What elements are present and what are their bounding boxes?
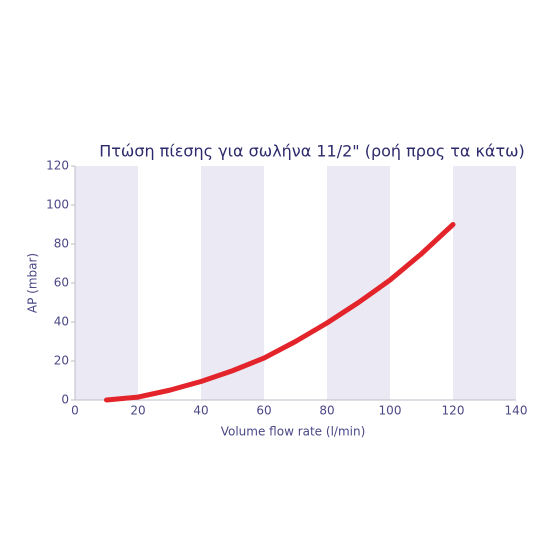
x-tick-label: 80: [319, 404, 334, 418]
chart-title: Πτώση πίεσης για σωλήνα 11/2" (ροή προς …: [99, 142, 524, 161]
y-tick-label: 100: [46, 198, 69, 212]
y-tick-label: 20: [54, 354, 69, 368]
x-tick-label: 40: [193, 404, 208, 418]
band: [201, 166, 264, 400]
x-tick-label: 0: [71, 404, 79, 418]
y-tick-label: 80: [54, 237, 69, 251]
x-tick-label: 120: [442, 404, 465, 418]
data-line: [104, 222, 456, 403]
y-tick-label: 0: [61, 393, 69, 407]
band: [327, 166, 390, 400]
x-axis-label: Volume flow rate (l/min): [221, 425, 366, 439]
y-tick-label: 40: [54, 315, 69, 329]
x-tick-label: 140: [505, 404, 528, 418]
x-tick-label: 20: [130, 404, 145, 418]
x-tick-label: 60: [256, 404, 271, 418]
x-tick-label: 100: [379, 404, 402, 418]
band: [75, 166, 138, 400]
y-tick-label: 120: [46, 159, 69, 173]
y-tick-label: 60: [54, 276, 69, 290]
band: [453, 166, 516, 400]
y-axis-label: AP (mbar): [26, 253, 40, 313]
